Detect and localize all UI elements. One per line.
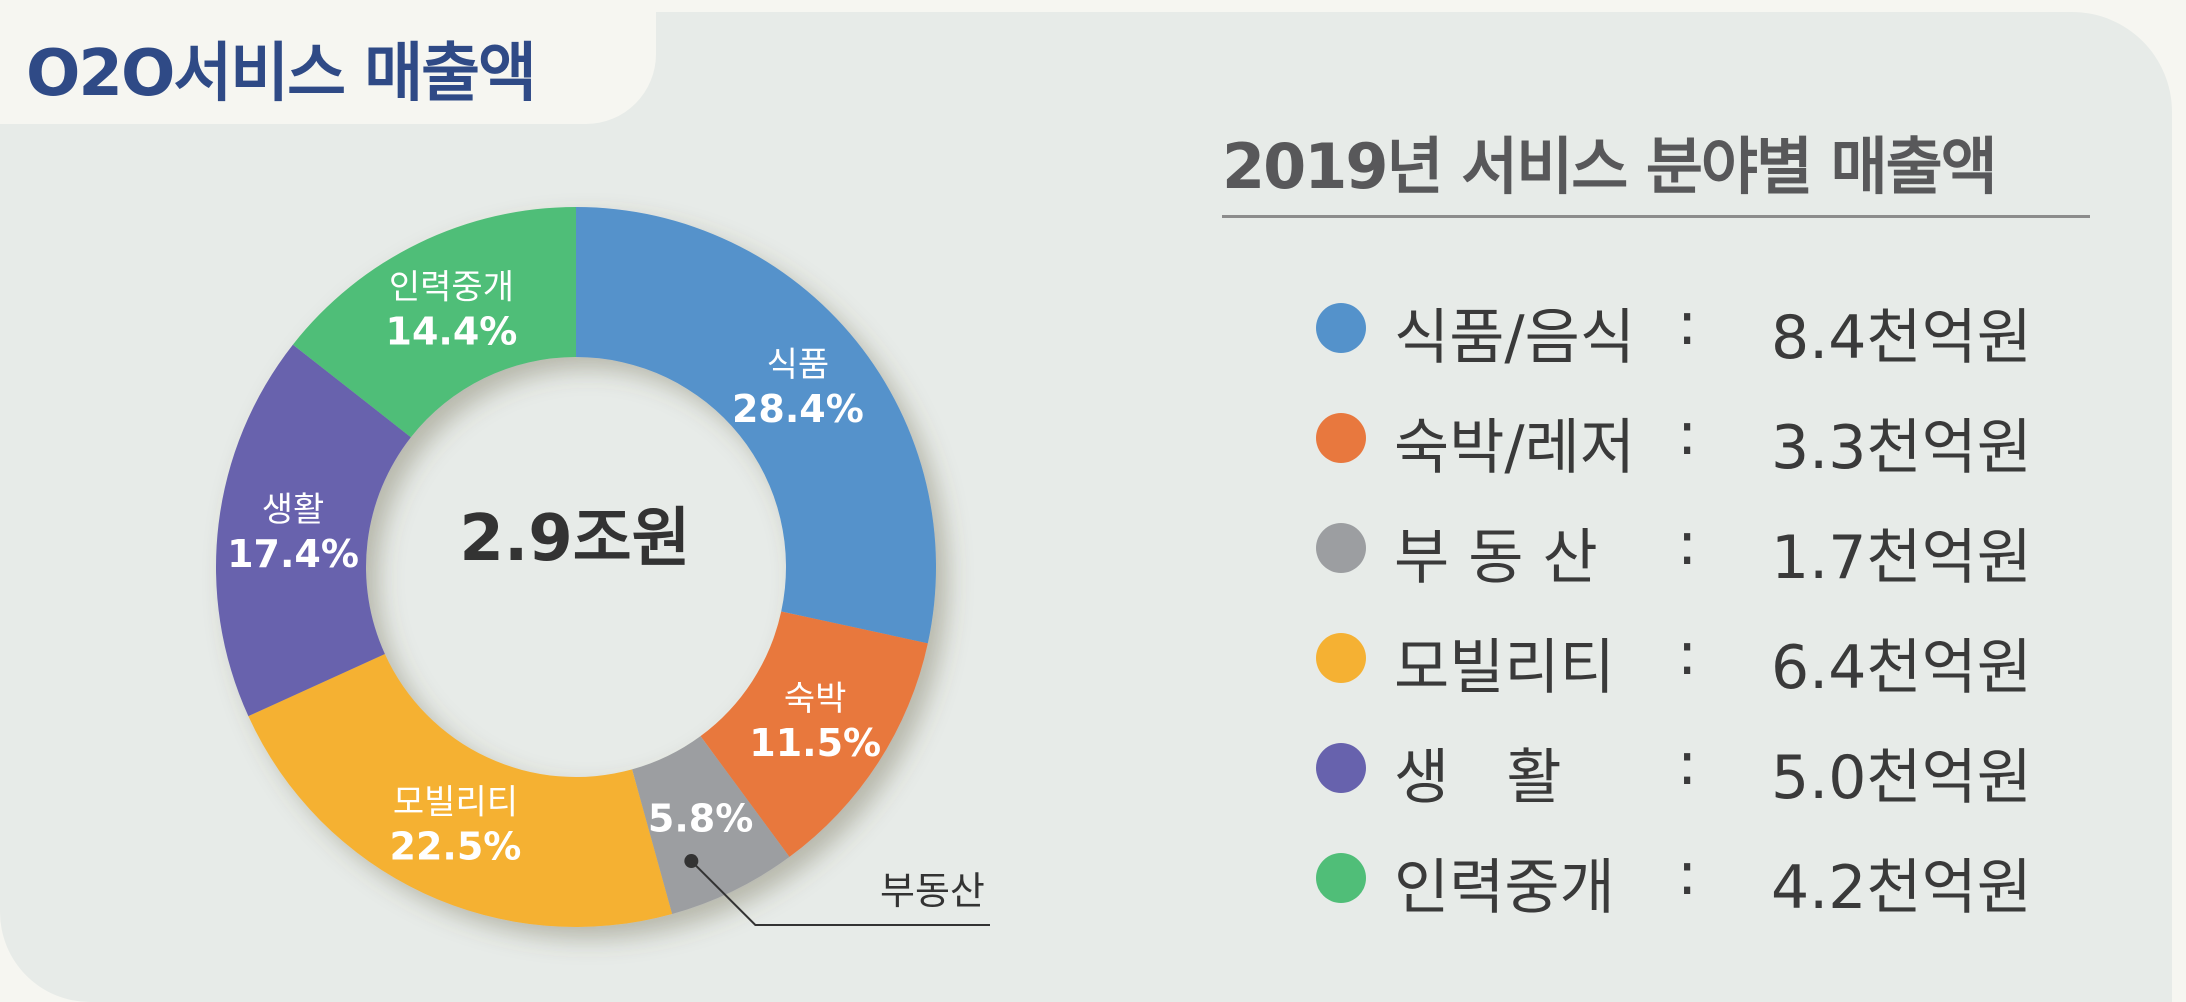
slice-category-label: 식품 <box>767 345 830 385</box>
main-title: O2O서비스 매출액 <box>26 37 537 111</box>
donut-slice <box>292 207 576 438</box>
slice-value-label: 22.5% <box>390 824 522 868</box>
legend-item-value: 6.4천억원 <box>1770 633 2032 703</box>
legend-separator: : <box>1677 399 1698 469</box>
legend-item: 모빌리티: 6.4천억원 <box>1312 605 2032 715</box>
legend-item-name: 모빌리티 <box>1394 633 1615 703</box>
donut-ring <box>215 207 937 927</box>
legend-color-dot <box>1316 853 1366 903</box>
title-tab: O2O서비스 매출액 <box>0 0 656 124</box>
legend-item-name: 숙박/레저 <box>1394 413 1636 483</box>
legend-item-value: 1.7천억원 <box>1770 523 2032 593</box>
legend-color-dot <box>1316 413 1366 463</box>
callout-label: 부동산 <box>880 869 985 913</box>
legend-color-dot <box>1316 743 1366 793</box>
donut-slice <box>576 207 937 644</box>
donut-slice <box>700 611 928 857</box>
legend-color-dot <box>1316 633 1366 683</box>
legend-item-value: 3.3천억원 <box>1770 413 2032 483</box>
legend-separator: : <box>1677 839 1698 909</box>
legend-item-name: 식품/음식 <box>1394 303 1636 373</box>
legend-divider <box>1222 215 2090 218</box>
legend-separator: : <box>1677 289 1698 359</box>
slice-value-label: 14.4% <box>386 310 518 354</box>
slice-value-label: 5.8% <box>648 796 753 840</box>
legend-item-name: 인력중개 <box>1394 853 1615 923</box>
slice-category-label: 모빌리티 <box>393 782 518 822</box>
legend-color-dot <box>1316 303 1366 353</box>
slice-category-label: 인력중개 <box>389 268 514 308</box>
legend-item-value: 4.2천억원 <box>1770 853 2032 923</box>
donut-slice <box>632 736 790 914</box>
slice-value-label: 17.4% <box>227 532 359 576</box>
legend-item: 인력중개: 4.2천억원 <box>1312 825 2032 935</box>
legend-item: 부 동 산: 1.7천억원 <box>1312 495 2032 605</box>
legend-item: 식품/음식: 8.4천억원 <box>1312 275 2032 385</box>
legend-item: 생 활: 5.0천억원 <box>1312 715 2032 825</box>
legend-item: 숙박/레저: 3.3천억원 <box>1312 385 2032 495</box>
legend-separator: : <box>1677 509 1698 579</box>
legend-title: 2019년 서비스 분야별 매출액 <box>1222 130 1998 203</box>
slice-value-label: 11.5% <box>749 721 881 765</box>
legend-item-value: 8.4천억원 <box>1770 303 2032 373</box>
slice-category-label: 생활 <box>262 490 325 530</box>
slice-value-label: 28.4% <box>732 387 864 431</box>
legend-item-name: 생 활 <box>1394 743 1562 813</box>
slice-category-label: 숙박 <box>784 679 847 719</box>
realestate-callout: 부동산 <box>684 854 990 926</box>
donut-slice <box>215 344 411 717</box>
center-total-label: 2.9조원 <box>459 502 690 576</box>
legend-color-dot <box>1316 523 1366 573</box>
donut-slice <box>248 654 673 927</box>
legend-separator: : <box>1677 619 1698 689</box>
legend-item-value: 5.0천억원 <box>1770 743 2032 813</box>
callout-line <box>690 860 990 926</box>
legend-item-name: 부 동 산 <box>1394 523 1598 593</box>
legend-separator: : <box>1677 729 1698 799</box>
